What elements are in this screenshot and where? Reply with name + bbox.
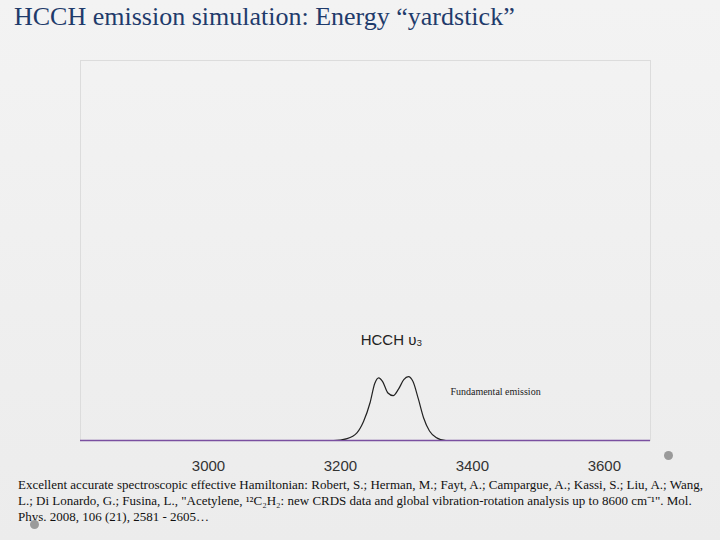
svg-text:3600: 3600: [588, 457, 621, 474]
svg-text:Fundamental emission: Fundamental emission: [450, 386, 540, 397]
html-text:HCCH emission simulation: Ener: HCCH emission simulation: Energy “yardst…: [14, 2, 515, 31]
svg-text:HCCH υ₃: HCCH υ₃: [361, 331, 423, 348]
html-text:Excellent accurate spectroscop: Excellent accurate spectroscopic effecti…: [18, 477, 703, 524]
svg-text:3200: 3200: [324, 457, 357, 474]
svg-text:3000: 3000: [192, 457, 225, 474]
svg-text:3400: 3400: [456, 457, 489, 474]
